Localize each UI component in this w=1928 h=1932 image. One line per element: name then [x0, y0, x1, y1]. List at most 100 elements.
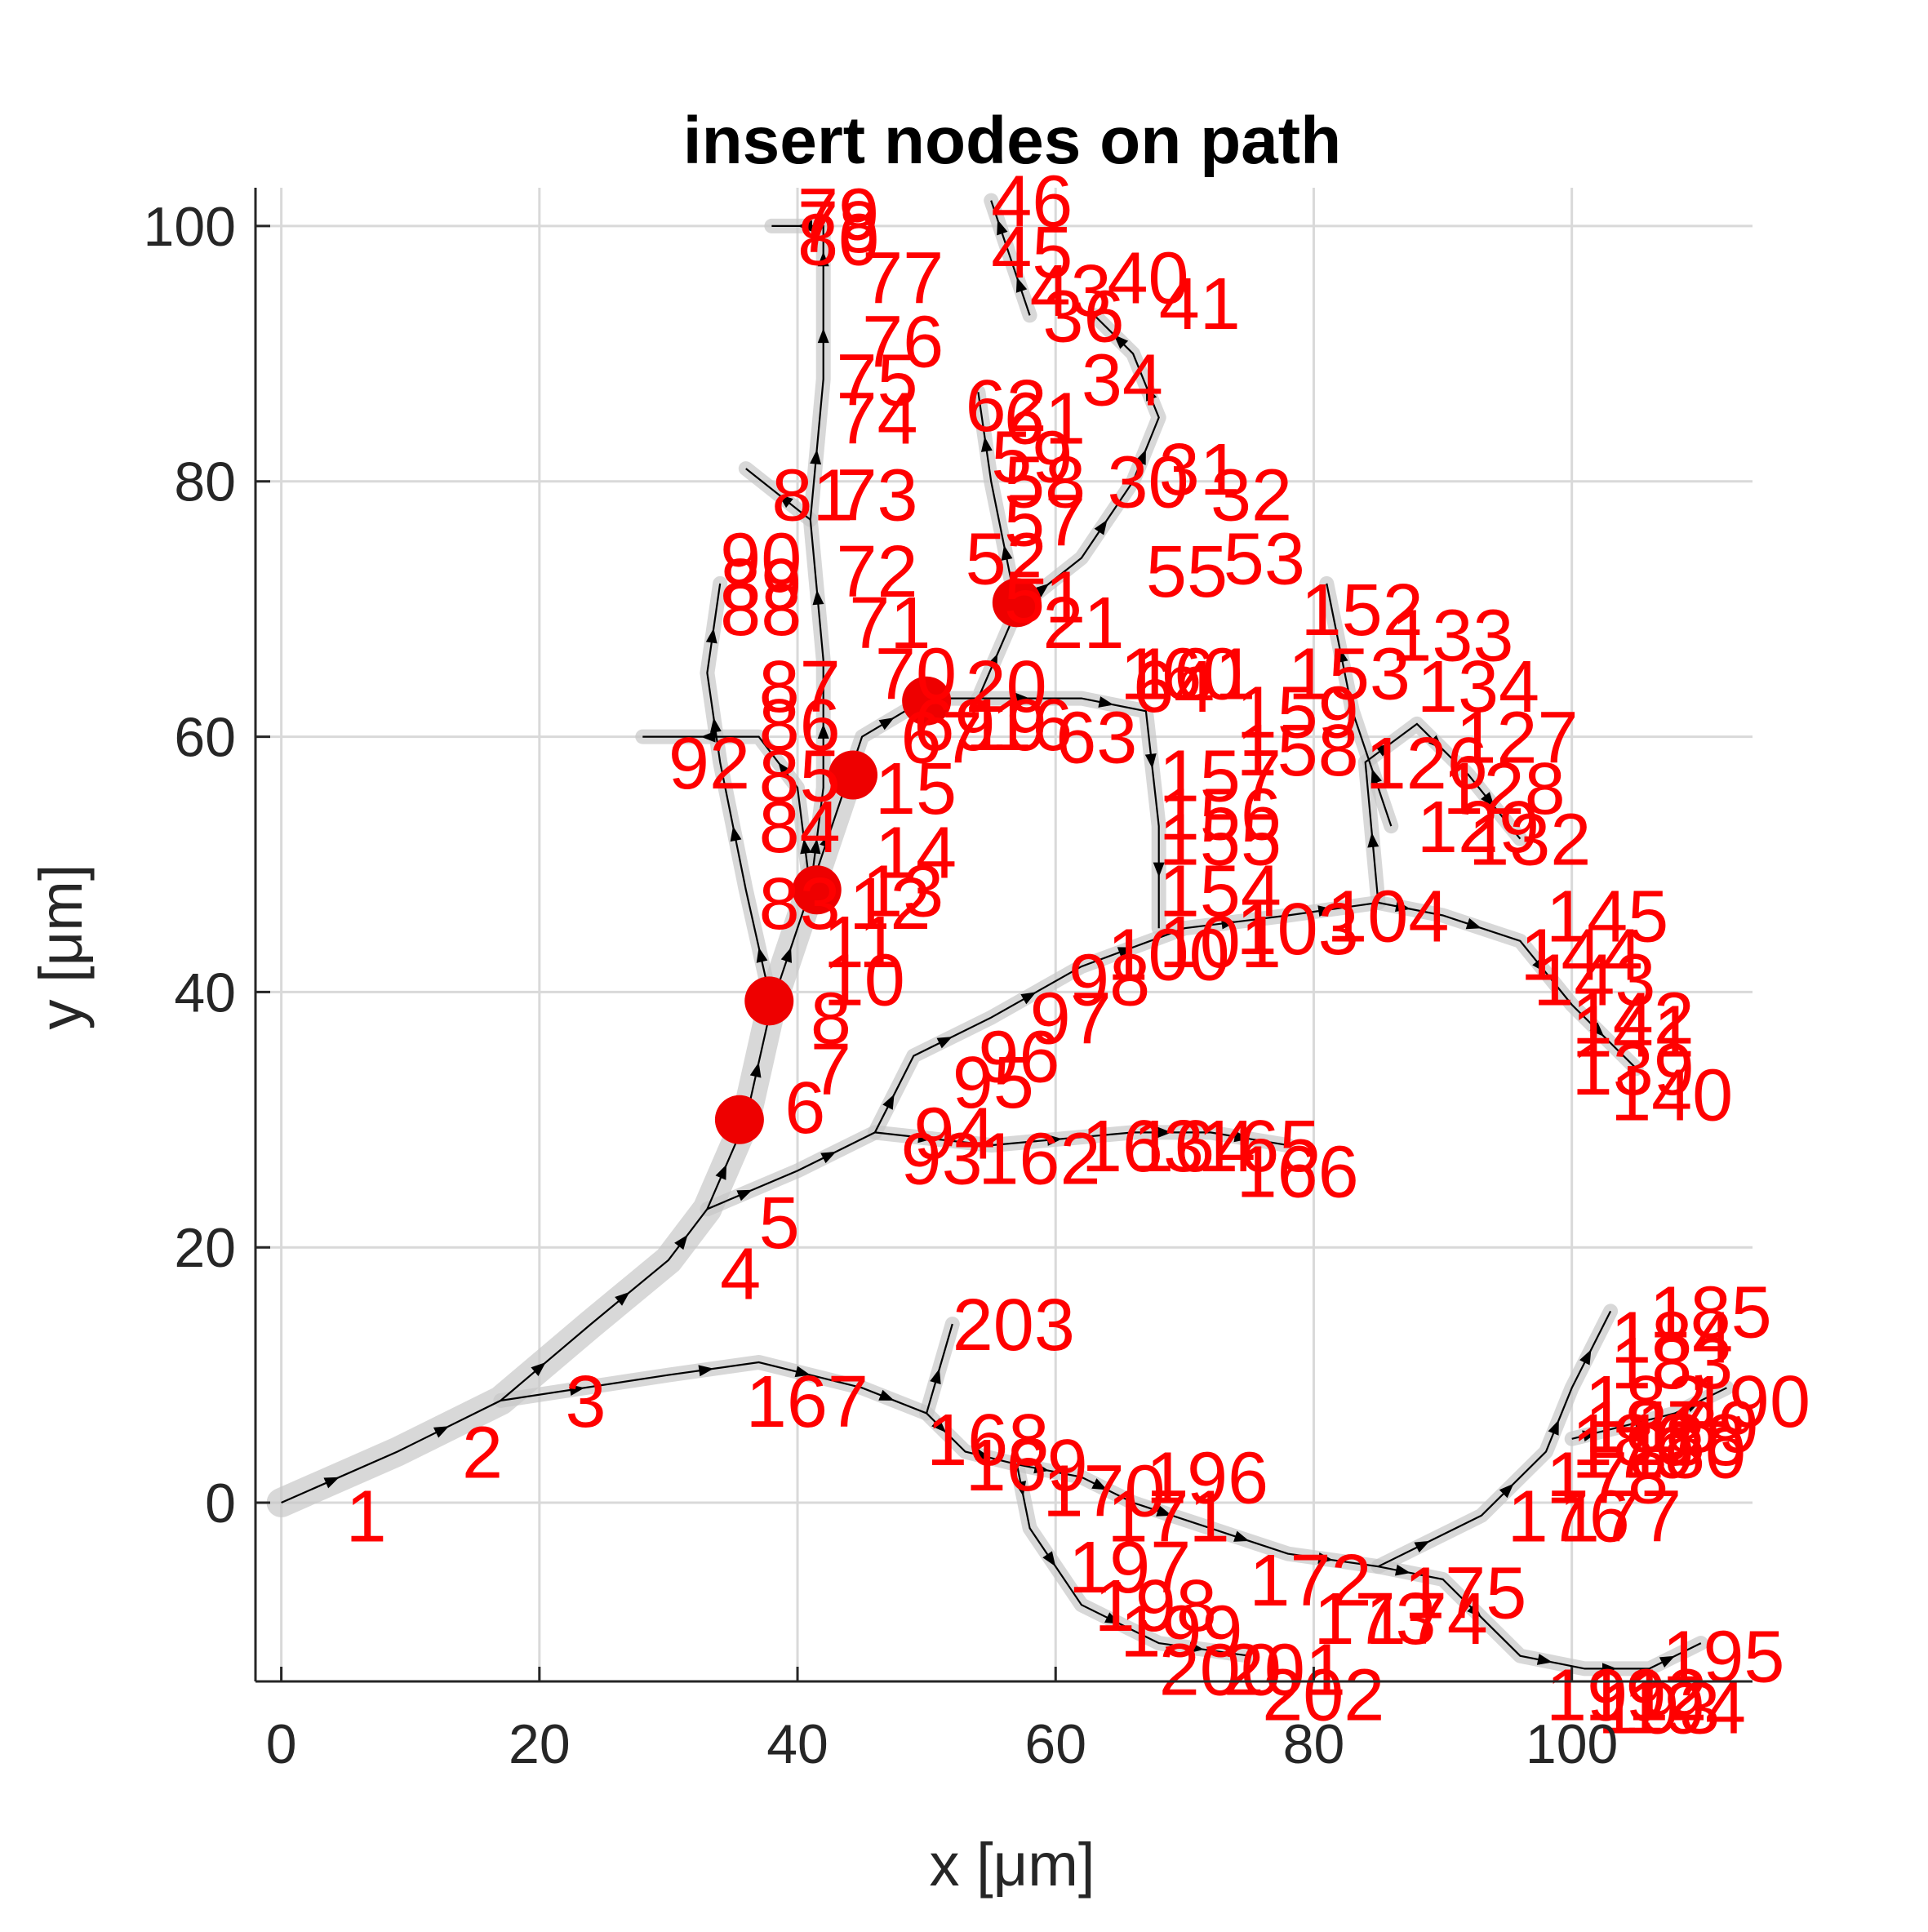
node-label-126: 126 [1366, 723, 1488, 805]
node-label-162: 162 [978, 1119, 1100, 1201]
trunk-edge-arrow-3 [615, 1291, 630, 1306]
branch-edge-14-arrow-2 [709, 717, 722, 733]
branch-edge-11-arrow-3 [1153, 862, 1165, 877]
node-label-101: 101 [1159, 902, 1282, 984]
node-label-13: 13 [862, 851, 944, 932]
branch-edge-7-arrow-3 [1481, 792, 1495, 807]
branch-edge-14-line [706, 583, 773, 1006]
node-marker-0 [714, 1095, 764, 1144]
node-label-169: 169 [966, 1425, 1088, 1507]
node-label-152: 152 [1301, 570, 1424, 651]
branch-edge-0-arrow-2 [794, 1366, 811, 1378]
node-label-145: 145 [1546, 877, 1668, 958]
node-label-89: 89 [720, 544, 802, 626]
trunk-edge-arrow-1 [433, 1426, 450, 1438]
node-label-31: 31 [1159, 429, 1241, 511]
node-label-186: 186 [1572, 1400, 1695, 1481]
branch-edge-0-arrow-7 [1091, 1478, 1108, 1490]
branch-edge-4-line [1015, 1463, 1250, 1657]
node-label-198: 198 [1095, 1566, 1217, 1647]
branch-edge-10-line [1016, 314, 1160, 611]
node-label-83: 83 [759, 864, 841, 945]
branch-edge-5-arrow-3 [936, 1037, 953, 1049]
node-label-85: 85 [759, 735, 841, 817]
branch-edge-15-arrow-2 [700, 731, 716, 743]
node-label-144: 144 [1520, 914, 1642, 996]
node-label-202: 202 [1262, 1655, 1384, 1737]
node-label-134: 134 [1417, 646, 1539, 728]
label-layer: 1234567810111213141567838485868788899092… [346, 162, 1810, 1750]
node-label-203: 203 [953, 1285, 1075, 1366]
branch-edge-0-arrow-5 [975, 1449, 992, 1460]
node-label-157: 157 [1159, 735, 1282, 817]
branch-edge-11-arrow-1 [1098, 696, 1114, 708]
node-label-103: 103 [1237, 889, 1359, 970]
node-label-40: 40 [1107, 238, 1188, 319]
branch-edge-1-arrow-3 [1579, 1349, 1592, 1366]
y-tick-label-2: 40 [174, 962, 236, 1024]
node-label-166: 166 [1237, 1131, 1359, 1213]
node-label-77: 77 [862, 238, 944, 319]
branch-edge-9-arrow-5 [980, 437, 993, 452]
node-label-188: 188 [1624, 1400, 1746, 1481]
node-label-45: 45 [991, 212, 1073, 294]
branch-edge-5-arrow-9 [1465, 917, 1482, 930]
x-tick-label-5: 100 [1526, 1713, 1618, 1775]
branch-edge-0-arrow-3 [878, 1389, 895, 1401]
branch-edge-14-arrow-0 [756, 947, 768, 963]
node-label-128: 128 [1443, 748, 1566, 830]
node-label-143: 143 [1533, 940, 1655, 1022]
branch-edge-14-arrow-3 [705, 628, 717, 644]
branch-edge-10-arrow-1 [1094, 519, 1108, 535]
node-label-167: 167 [746, 1361, 868, 1443]
branch-edge-6-arrow-3 [1233, 1130, 1250, 1143]
node-label-57: 57 [1004, 481, 1086, 562]
node-label-176: 176 [1508, 1477, 1630, 1558]
branch-edge-0-arrow-14 [1602, 1663, 1617, 1675]
branch-edge-6-arrow-1 [1046, 1134, 1063, 1146]
node-label-69: 69 [913, 685, 995, 766]
x-tick-label-4: 80 [1283, 1713, 1345, 1775]
node-label-129: 129 [1417, 787, 1539, 868]
branch-edge-0-arrow-15 [1659, 1655, 1676, 1668]
branch-edge-0-arrow-6 [1033, 1462, 1050, 1474]
node-label-174: 174 [1366, 1579, 1488, 1660]
branch-edge-4-arrow-0 [1015, 1481, 1027, 1497]
node-label-201: 201 [1224, 1629, 1346, 1711]
node-label-173: 173 [1313, 1579, 1436, 1660]
branch-edge-5-arrow-2 [882, 1094, 895, 1110]
branch-edge-0-arrow-10 [1317, 1552, 1334, 1564]
branch-edge-0-arrow-1 [698, 1365, 714, 1377]
node-label-41: 41 [1159, 264, 1241, 345]
trunk-edge-arrow-0 [323, 1477, 340, 1489]
node-label-96: 96 [978, 1017, 1060, 1099]
branch-edge-5-arrow-6 [1220, 917, 1237, 930]
node-label-32: 32 [1211, 455, 1292, 536]
node-label-94: 94 [913, 1093, 995, 1175]
node-label-70: 70 [875, 633, 957, 715]
chart-title: insert nodes on path [683, 104, 1341, 178]
branch-edge-13-arrow-3 [810, 449, 822, 465]
node-label-190: 190 [1688, 1361, 1810, 1443]
node-label-142: 142 [1572, 979, 1695, 1060]
node-label-154: 154 [1159, 851, 1282, 932]
node-label-67: 67 [901, 698, 983, 779]
branch-edge-10-arrow-4 [1113, 334, 1129, 349]
node-label-86: 86 [759, 685, 841, 766]
node-label-180: 180 [1624, 1412, 1746, 1494]
node-label-10: 10 [824, 940, 905, 1022]
branch-edge-1-arrow-0 [1414, 1540, 1430, 1553]
node-label-73: 73 [836, 455, 917, 536]
node-label-184: 184 [1610, 1298, 1733, 1379]
node-label-55: 55 [1146, 531, 1228, 613]
x-axis-label: x [μm] [930, 1831, 1095, 1899]
branch-edge-13-arrow-2 [812, 589, 824, 606]
axis-layer: 0 20 40 60 80 100 0 20 40 60 80 100 [144, 188, 1753, 1775]
branch-edge-16-arrow-0 [778, 494, 793, 509]
branch-edge-0-arrow-13 [1536, 1654, 1553, 1665]
branch-edge-0-arrow-8 [1156, 1505, 1172, 1517]
node-label-127: 127 [1455, 698, 1578, 779]
branch-edge-7-arrow-0 [1367, 832, 1379, 848]
